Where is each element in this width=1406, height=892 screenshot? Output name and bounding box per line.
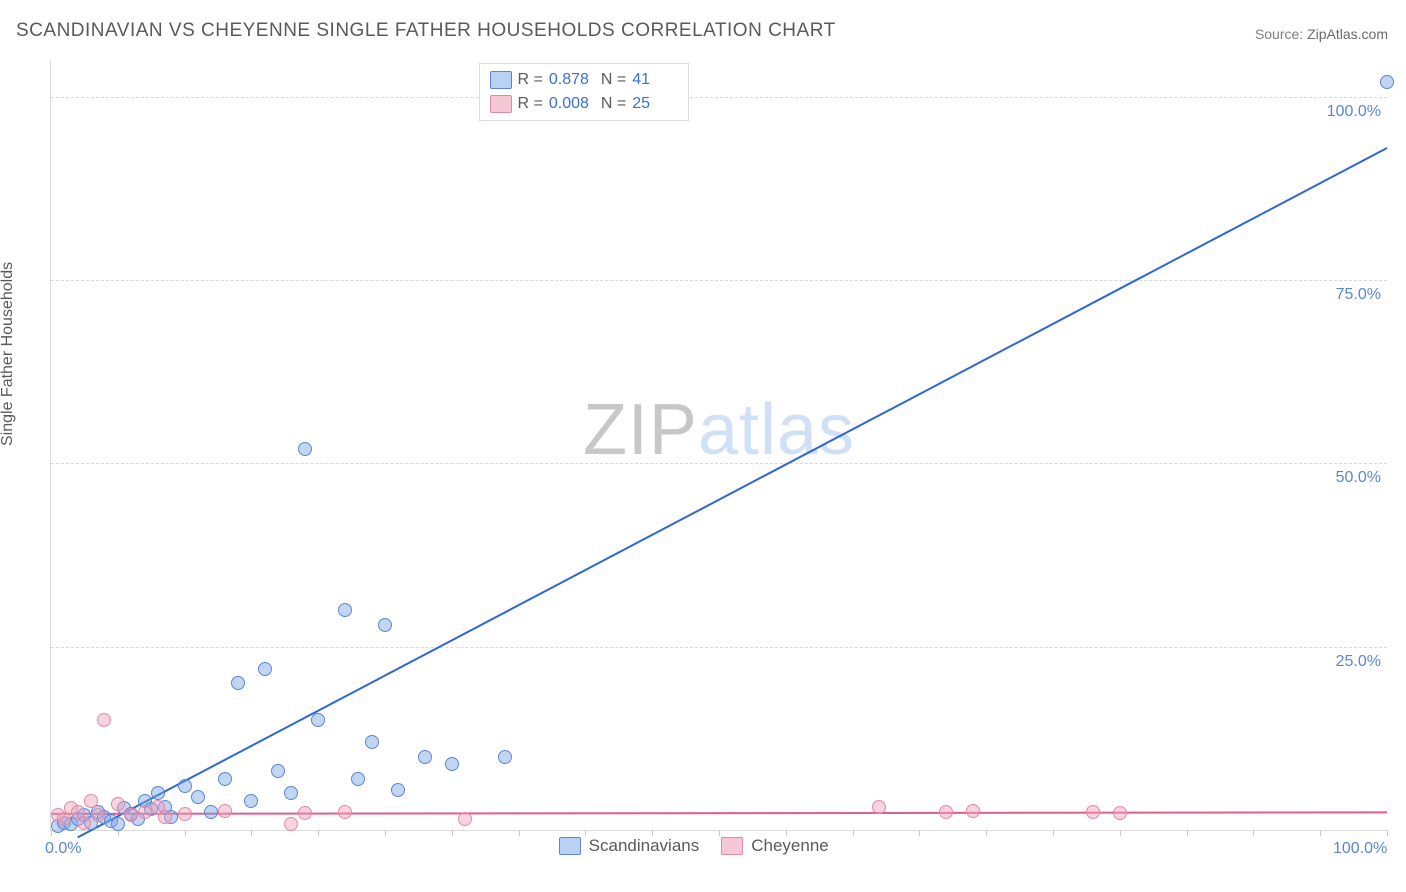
- x-tick: [385, 830, 386, 836]
- source-label: Source:: [1255, 26, 1307, 42]
- correlation-legend: R = 0.878 N = 41 R = 0.008 N = 25: [479, 63, 690, 121]
- data-point: [351, 772, 365, 786]
- source-attribution: Source: ZipAtlas.com: [1255, 26, 1388, 42]
- data-point: [391, 783, 405, 797]
- data-point: [218, 804, 232, 818]
- r-label: R =: [518, 95, 543, 113]
- data-point: [1113, 806, 1127, 820]
- data-point: [258, 662, 272, 676]
- data-point: [111, 817, 125, 831]
- legend-item: Scandinavians: [559, 836, 700, 856]
- legend-swatch: [490, 71, 512, 89]
- data-point: [872, 800, 886, 814]
- x-tick: [185, 830, 186, 836]
- legend-item: Cheyenne: [721, 836, 829, 856]
- data-point: [445, 757, 459, 771]
- x-tick: [318, 830, 319, 836]
- data-point: [498, 750, 512, 764]
- x-tick: [1053, 830, 1054, 836]
- r-value: 0.008: [549, 95, 595, 113]
- data-point: [91, 808, 105, 822]
- n-label: N =: [601, 71, 626, 89]
- data-point: [1380, 75, 1394, 89]
- data-point: [204, 805, 218, 819]
- legend-label: Cheyenne: [751, 836, 829, 856]
- legend-row: R = 0.008 N = 25: [490, 92, 679, 116]
- n-value: 41: [632, 71, 678, 89]
- trend-line: [78, 148, 1387, 837]
- x-tick: [853, 830, 854, 836]
- x-tick: [1120, 830, 1121, 836]
- legend-swatch: [490, 95, 512, 113]
- x-tick-label: 100.0%: [1333, 840, 1387, 858]
- x-tick: [1187, 830, 1188, 836]
- data-point: [138, 805, 152, 819]
- data-point: [191, 790, 205, 804]
- series-legend: Scandinavians Cheyenne: [559, 836, 829, 856]
- data-point: [418, 750, 432, 764]
- x-tick: [51, 830, 52, 836]
- data-point: [158, 810, 172, 824]
- y-axis-label: Single Father Households: [0, 262, 17, 446]
- x-tick-label: 0.0%: [45, 840, 81, 858]
- x-tick: [251, 830, 252, 836]
- data-point: [338, 603, 352, 617]
- legend-row: R = 0.878 N = 41: [490, 68, 679, 92]
- legend-swatch: [559, 837, 581, 855]
- n-label: N =: [601, 95, 626, 113]
- legend-label: Scandinavians: [589, 836, 700, 856]
- data-point: [77, 816, 91, 830]
- data-point: [966, 804, 980, 818]
- x-tick: [1253, 830, 1254, 836]
- data-point: [298, 442, 312, 456]
- data-point: [298, 806, 312, 820]
- data-point: [84, 794, 98, 808]
- x-tick: [452, 830, 453, 836]
- chart-title: SCANDINAVIAN VS CHEYENNE SINGLE FATHER H…: [16, 20, 836, 42]
- r-value: 0.878: [549, 71, 595, 89]
- source-site: ZipAtlas.com: [1307, 26, 1388, 42]
- n-value: 25: [632, 95, 678, 113]
- legend-swatch: [721, 837, 743, 855]
- x-tick: [1320, 830, 1321, 836]
- data-point: [244, 794, 258, 808]
- data-point: [178, 807, 192, 821]
- scatter-plot: ZIPatlas 25.0%50.0%75.0%100.0%0.0%100.0%…: [50, 60, 1387, 831]
- trend-lines: [51, 60, 1387, 830]
- data-point: [365, 735, 379, 749]
- data-point: [218, 772, 232, 786]
- x-tick: [1387, 830, 1388, 836]
- r-label: R =: [518, 71, 543, 89]
- x-tick: [519, 830, 520, 836]
- x-tick: [986, 830, 987, 836]
- data-point: [378, 618, 392, 632]
- trend-line: [51, 812, 1387, 813]
- data-point: [178, 779, 192, 793]
- x-tick: [919, 830, 920, 836]
